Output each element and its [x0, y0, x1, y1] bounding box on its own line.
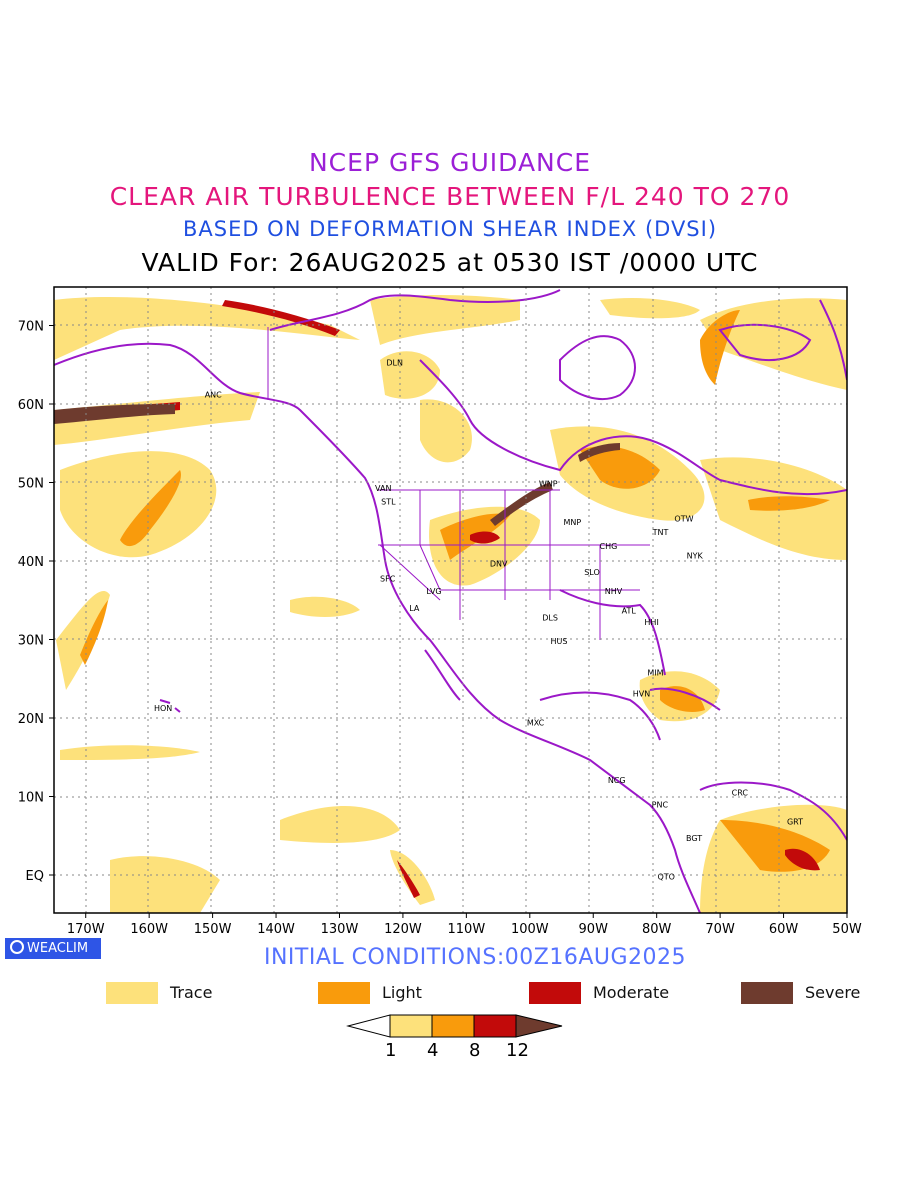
station-label-mxc: MXC — [527, 719, 545, 728]
lon-label: 160W — [130, 922, 168, 937]
colorbar-label: 1 — [385, 1040, 397, 1061]
station-label-otw: OTW — [674, 515, 693, 524]
lon-label: 60W — [769, 922, 799, 937]
colorbar — [346, 1014, 563, 1038]
lon-label: 80W — [642, 922, 672, 937]
lon-label: 70W — [705, 922, 735, 937]
station-label-slo: SLO — [584, 568, 600, 577]
legend-label: Trace — [170, 983, 213, 1002]
station-label-bgt: BGT — [686, 834, 702, 843]
map-frame — [53, 286, 848, 914]
legend-swatch-light — [318, 982, 370, 1004]
lon-label: 170W — [67, 922, 105, 937]
lat-label: 50N — [18, 477, 44, 492]
title-valid-time: VALID For: 26AUG2025 at 0530 IST /0000 U… — [141, 248, 759, 277]
station-label-ncg: NCG — [608, 776, 626, 785]
colorbar-label: 12 — [506, 1040, 529, 1061]
colorbar-segment-moderate — [473, 1014, 517, 1038]
station-label-qto: QTO — [657, 873, 674, 882]
lon-label: 140W — [257, 922, 295, 937]
legend-label: Severe — [805, 983, 861, 1002]
colorbar-segment-trace — [389, 1014, 433, 1038]
station-label-dnv: DNV — [490, 559, 508, 568]
station-label-hon: HON — [154, 704, 172, 713]
colorbar-lower-arrow — [346, 1014, 391, 1038]
legend-swatch-severe — [741, 982, 793, 1004]
station-label-grt: GRT — [787, 818, 803, 827]
station-labels: ANC DLN VAN STL WNP MNP OTW TNT CHG NYK DNV SFC LVG S… — [154, 358, 803, 881]
latitude-labels: 70N 60N 50N 40N 30N 20N 10N EQ — [18, 320, 44, 885]
station-label-hus: HUS — [551, 637, 568, 646]
lon-label: 110W — [448, 922, 486, 937]
station-label-nyk: NYK — [687, 552, 704, 561]
colorbar-upper-arrow — [515, 1014, 563, 1038]
legend-label: Moderate — [593, 983, 670, 1002]
station-label-pnc: PNC — [652, 800, 669, 809]
station-label-tnt: TNT — [652, 528, 669, 537]
state-borders-layer — [267, 327, 650, 640]
lat-label: 20N — [18, 712, 44, 727]
station-label-hhi: HHI — [644, 618, 658, 627]
station-label-sfc: SFC — [380, 574, 396, 583]
circle-icon — [10, 940, 24, 954]
station-label-mnp: MNP — [563, 518, 581, 527]
lat-label: 10N — [18, 791, 44, 806]
legend-swatch-trace — [106, 982, 158, 1004]
lon-label: 120W — [384, 922, 422, 937]
station-label-dln: DLN — [386, 358, 403, 367]
station-label-van: VAN — [375, 484, 391, 493]
lon-label: 100W — [511, 922, 549, 937]
legend-label: Light — [382, 983, 422, 1002]
graticule — [54, 287, 847, 913]
station-label-atl: ATL — [622, 606, 637, 615]
lon-label: 130W — [321, 922, 359, 937]
station-label-la: LA — [409, 604, 420, 613]
turbulence-map: ANC DLN VAN STL WNP MNP OTW TNT CHG NYK DNV SFC LVG S… — [18, 286, 862, 937]
station-label-dls: DLS — [542, 614, 558, 623]
legend-swatch-moderate — [529, 982, 581, 1004]
title-model: NCEP GFS GUIDANCE — [308, 148, 591, 177]
station-label-hvn: HVN — [633, 690, 650, 699]
station-label-crc: CRC — [732, 789, 749, 798]
title-product: CLEAR AIR TURBULENCE BETWEEN F/L 240 TO … — [109, 182, 791, 211]
title-method: BASED ON DEFORMATION SHEAR INDEX (DVSI) — [182, 217, 718, 241]
lat-label: 70N — [18, 320, 44, 335]
initial-conditions: INITIAL CONDITIONS:00Z16AUG2025 — [263, 945, 687, 970]
logo-text: WEACLIM — [27, 941, 89, 956]
station-label-chg: CHG — [600, 542, 618, 551]
lon-label: 150W — [194, 922, 232, 937]
station-label-anc: ANC — [205, 391, 222, 400]
turbulence-fill-layer — [54, 295, 847, 913]
station-label-stl: STL — [381, 497, 396, 506]
station-label-mim: MIM — [647, 668, 663, 677]
station-label-wnp: WNP — [539, 479, 558, 488]
lat-label: 60N — [18, 398, 44, 413]
lon-label: 90W — [579, 922, 609, 937]
lat-label: 30N — [18, 634, 44, 649]
weaclim-logo: WEACLIM — [5, 938, 101, 959]
longitude-labels: 170W 160W 150W 140W 130W 120W 110W 100W 90W 80W 70… — [67, 922, 862, 937]
colorbar-segment-light — [431, 1014, 475, 1038]
lat-label: 40N — [18, 555, 44, 570]
lon-label: 50W — [832, 922, 862, 937]
coastline-layer — [54, 289, 847, 913]
colorbar-label: 8 — [469, 1040, 481, 1061]
colorbar-label: 4 — [427, 1040, 439, 1061]
station-label-nhv: NHV — [605, 587, 623, 596]
station-label-lvg: LVG — [426, 587, 441, 596]
lat-label: EQ — [26, 869, 44, 884]
